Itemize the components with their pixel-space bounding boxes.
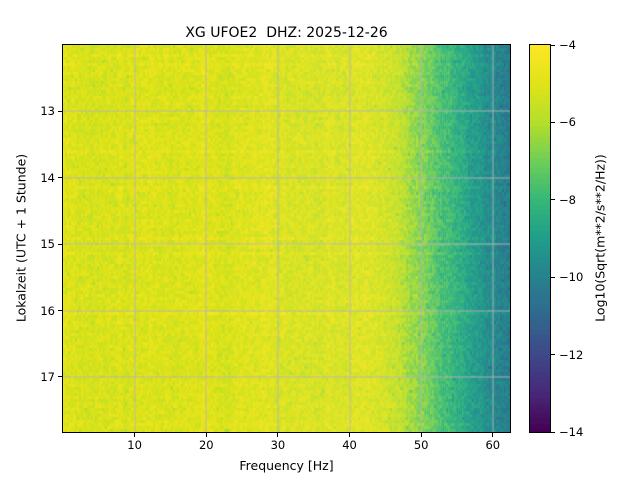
colorbar-tick-label: −6 [559,115,576,130]
y-tick-label: 17 [40,369,55,384]
x-tick-label: 20 [198,438,214,452]
colorbar-tick-label: −4 [559,38,576,52]
colorbar-canvas [530,45,550,432]
colorbar-label: Log10(Sqrt(m**2/s**2/Hz)) [592,154,608,322]
colorbar-tick-mark [551,276,555,278]
y-tick-label: 16 [40,303,55,318]
y-tick-mark [58,110,62,112]
y-tick-mark [58,376,62,378]
x-tick-mark [349,433,351,437]
y-tick-mark [58,310,62,312]
plot-area [62,44,511,433]
colorbar-tick-label: −8 [559,192,576,207]
x-tick-label: 10 [127,438,142,452]
x-tick-mark [134,433,136,437]
y-tick-mark [58,177,62,179]
colorbar-tick-mark [551,354,555,356]
colorbar-tick-mark [551,199,555,201]
colorbar-tick-label: −10 [559,270,584,285]
chart-title: XG UFOE2 DHZ: 2025-12-26 [185,25,388,41]
y-tick-label: 14 [40,170,55,185]
y-tick-label: 15 [40,237,55,252]
colorbar-tick-mark [551,431,555,433]
x-tick-label: 50 [413,438,429,452]
x-tick-mark [420,433,422,437]
x-tick-label: 60 [485,438,501,452]
y-tick-mark [58,243,62,245]
colorbar-tick-mark [551,44,555,46]
x-tick-label: 30 [270,438,286,452]
x-tick-label: 40 [342,438,357,452]
x-tick-mark [205,433,207,437]
colorbar-tick-label: −12 [559,347,584,362]
colorbar-tick-mark [551,121,555,123]
y-tick-label: 13 [40,104,55,119]
x-tick-mark [492,433,494,437]
x-tick-mark [277,433,279,437]
x-axis-label: Frequency [Hz] [239,458,334,473]
spectrogram-canvas [63,45,510,432]
colorbar [529,44,551,433]
colorbar-tick-label: −14 [559,425,584,439]
